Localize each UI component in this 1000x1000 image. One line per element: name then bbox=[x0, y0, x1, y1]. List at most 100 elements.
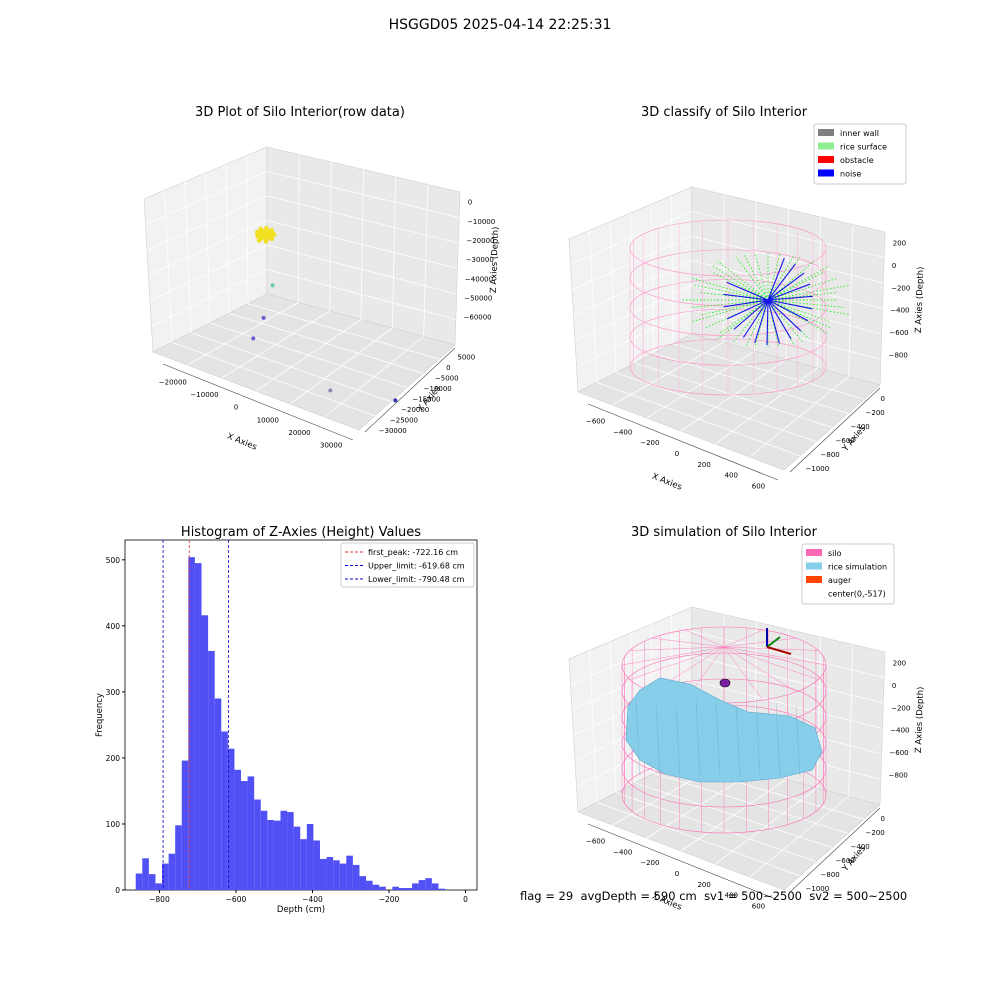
histogram-bar bbox=[155, 883, 163, 890]
y-tick-label: −800 bbox=[821, 871, 840, 879]
x-axis-line bbox=[162, 363, 354, 441]
rice-surface-ray bbox=[691, 299, 769, 323]
x-tick-label: 0 bbox=[675, 450, 679, 458]
legend-label: rice simulation bbox=[828, 563, 887, 572]
y-tick-label: −200 bbox=[866, 409, 885, 417]
noise-strand bbox=[766, 299, 769, 346]
y-tick-label: −400 bbox=[851, 843, 870, 851]
noise-strand bbox=[723, 293, 769, 301]
surface-point bbox=[256, 238, 262, 243]
flag-text: flag = 29 bbox=[520, 889, 574, 903]
data-point bbox=[393, 398, 398, 403]
surface-point bbox=[255, 233, 260, 239]
y-tick-label: 0 bbox=[115, 886, 120, 895]
silo-roof-strut bbox=[723, 646, 797, 693]
grid-line bbox=[145, 171, 268, 225]
plot-title: 3D classify of Silo Interior bbox=[641, 105, 808, 120]
triad-y bbox=[766, 636, 781, 648]
y-tick-label: 200 bbox=[106, 754, 121, 763]
x-axis-label: X Axies bbox=[225, 432, 258, 453]
z-tick-label: 0 bbox=[892, 262, 896, 270]
histogram-bar bbox=[175, 825, 182, 890]
histogram-bar bbox=[148, 874, 156, 890]
grid-line bbox=[570, 631, 693, 685]
raw-data-3d-plot: 3D Plot of Silo Interior(row data) −20000… bbox=[143, 105, 501, 453]
x-tick-label: 0 bbox=[463, 895, 468, 904]
histogram-bar bbox=[201, 615, 209, 890]
histogram-bar bbox=[214, 698, 222, 890]
x-tick-label: −400 bbox=[302, 895, 323, 904]
histogram-bar bbox=[438, 888, 446, 890]
status-footer: flag = 29 avgDepth = 590 cm sv1 = 500~25… bbox=[520, 889, 907, 903]
legend-box bbox=[340, 542, 475, 588]
silo-roof-strut bbox=[723, 646, 764, 701]
rice-surface-ray bbox=[767, 260, 815, 301]
z-axis-label: Z Axies (Depth) bbox=[914, 266, 926, 333]
histogram-bar bbox=[352, 864, 360, 890]
silo-roof-strut bbox=[684, 629, 725, 648]
x-tick-label: −400 bbox=[613, 848, 632, 856]
y-tick-label: 0 bbox=[881, 815, 885, 823]
silo-roof-strut bbox=[723, 629, 764, 648]
x-tick-label: 400 bbox=[725, 472, 738, 480]
grid-line bbox=[266, 171, 460, 218]
grid-line bbox=[691, 211, 885, 258]
histogram-bar bbox=[273, 820, 281, 890]
z-tick-label: −600 bbox=[889, 749, 908, 757]
plot-title: 3D Plot of Silo Interior(row data) bbox=[195, 105, 405, 120]
z-tick-label: −800 bbox=[889, 771, 908, 779]
legend-swatch bbox=[818, 169, 834, 177]
legend-box bbox=[801, 543, 895, 605]
legend-label: inner wall bbox=[840, 129, 879, 138]
histogram-bar bbox=[392, 886, 399, 890]
data-point bbox=[328, 388, 333, 393]
plot-title: 3D simulation of Silo Interior bbox=[631, 525, 818, 540]
histogram-bar bbox=[194, 563, 202, 890]
z-tick-label: −40000 bbox=[465, 275, 493, 283]
z-tick-label: −10000 bbox=[467, 218, 495, 226]
rice-surface bbox=[625, 677, 823, 783]
x-axis-label: X Axies bbox=[650, 472, 683, 493]
z-axis-label: Z Axies (Depth) bbox=[489, 226, 501, 293]
grid-line bbox=[672, 343, 865, 400]
y-axis-line bbox=[789, 387, 881, 473]
histogram-bar bbox=[431, 883, 439, 890]
rice-surface-ray bbox=[767, 252, 781, 301]
y-tick-label: −600 bbox=[836, 437, 855, 445]
figure-title: HSGGD05 2025-04-14 22:25:31 bbox=[388, 17, 612, 33]
y-tick-label: −1000 bbox=[806, 465, 830, 473]
y-tick-label: 100 bbox=[106, 820, 121, 829]
noise-strand bbox=[742, 299, 769, 338]
legend-label: noise bbox=[840, 170, 861, 179]
histogram-bar bbox=[260, 810, 268, 890]
legend-label: first_peak: -722.16 cm bbox=[368, 548, 458, 557]
legend-label: rice surface bbox=[840, 143, 887, 152]
noise-strand bbox=[733, 299, 769, 330]
y-tick-label: −20000 bbox=[401, 406, 429, 414]
rice-surface-ray bbox=[701, 299, 769, 316]
simulation-3d-plot: 3D simulation of Silo Interior −600 −400 −2… bbox=[568, 525, 926, 913]
y-axis-line bbox=[364, 347, 456, 433]
classify-3d-plot: 3D classify of Silo Interior −600 −400 −200… bbox=[568, 105, 926, 493]
histogram-bar bbox=[188, 557, 195, 890]
y-tick-label: 0 bbox=[446, 364, 450, 372]
avg-depth-text: avgDepth = 590 cm bbox=[580, 889, 697, 903]
x-tick-label: 0 bbox=[234, 404, 238, 412]
y-tick-label: −25000 bbox=[390, 416, 418, 424]
rice-mesh-line bbox=[635, 699, 641, 777]
y-tick-label: −1000 bbox=[806, 885, 830, 893]
legend-label: Upper_limit: -619.68 cm bbox=[368, 562, 465, 571]
rice-surface-ray bbox=[717, 299, 769, 340]
silo-roof-strut bbox=[723, 646, 819, 680]
silo-roof-strut bbox=[723, 646, 827, 666]
z-tick-label: −60000 bbox=[464, 314, 492, 322]
x-tick-label: −200 bbox=[640, 439, 659, 447]
grid-line bbox=[570, 211, 693, 265]
legend-swatch bbox=[818, 129, 834, 136]
x-tick-label: −600 bbox=[586, 837, 605, 845]
noise-strand bbox=[767, 283, 811, 301]
surface-point bbox=[264, 226, 269, 231]
legend-swatch bbox=[818, 142, 834, 150]
y-tick-label: −30000 bbox=[379, 427, 407, 435]
